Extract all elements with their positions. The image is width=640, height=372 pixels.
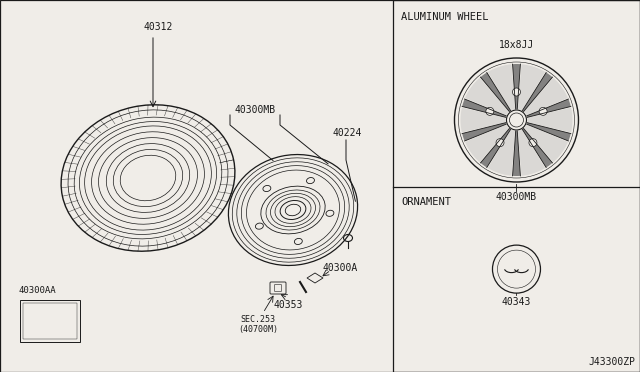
Text: J43300ZP: J43300ZP bbox=[588, 357, 635, 367]
Text: 40300AA: 40300AA bbox=[18, 286, 56, 295]
Polygon shape bbox=[481, 128, 511, 167]
Text: ORNAMENT: ORNAMENT bbox=[401, 197, 451, 207]
Polygon shape bbox=[461, 108, 506, 132]
Polygon shape bbox=[465, 78, 509, 116]
Bar bbox=[393, 0, 640, 372]
Circle shape bbox=[539, 108, 547, 115]
Polygon shape bbox=[527, 123, 571, 141]
Bar bbox=[23, 303, 77, 339]
Polygon shape bbox=[462, 123, 506, 141]
Polygon shape bbox=[527, 99, 571, 117]
Circle shape bbox=[529, 139, 537, 147]
Polygon shape bbox=[481, 73, 511, 112]
Text: 40343: 40343 bbox=[502, 297, 531, 307]
Text: SEC.253
(40700M): SEC.253 (40700M) bbox=[238, 315, 278, 334]
Polygon shape bbox=[513, 64, 520, 109]
Circle shape bbox=[513, 88, 520, 96]
Polygon shape bbox=[527, 108, 572, 132]
Polygon shape bbox=[518, 129, 545, 176]
Text: 40300MB: 40300MB bbox=[234, 105, 276, 115]
Bar bbox=[20, 300, 80, 342]
Circle shape bbox=[486, 108, 494, 115]
Text: 40300MB: 40300MB bbox=[496, 192, 537, 202]
Polygon shape bbox=[524, 124, 568, 162]
Polygon shape bbox=[522, 73, 552, 112]
Text: 40224: 40224 bbox=[333, 128, 362, 138]
Text: 18x8JJ: 18x8JJ bbox=[499, 40, 534, 50]
Polygon shape bbox=[488, 129, 515, 176]
Polygon shape bbox=[462, 99, 506, 117]
Polygon shape bbox=[524, 78, 568, 116]
Polygon shape bbox=[518, 64, 545, 110]
Text: 40312: 40312 bbox=[143, 22, 173, 32]
Polygon shape bbox=[522, 128, 552, 167]
Text: ALUMINUM WHEEL: ALUMINUM WHEEL bbox=[401, 12, 488, 22]
Polygon shape bbox=[465, 124, 509, 162]
Polygon shape bbox=[488, 64, 515, 110]
Polygon shape bbox=[513, 131, 520, 176]
Text: 40353: 40353 bbox=[273, 300, 303, 310]
Circle shape bbox=[496, 139, 504, 147]
Text: 40300A: 40300A bbox=[323, 263, 358, 273]
